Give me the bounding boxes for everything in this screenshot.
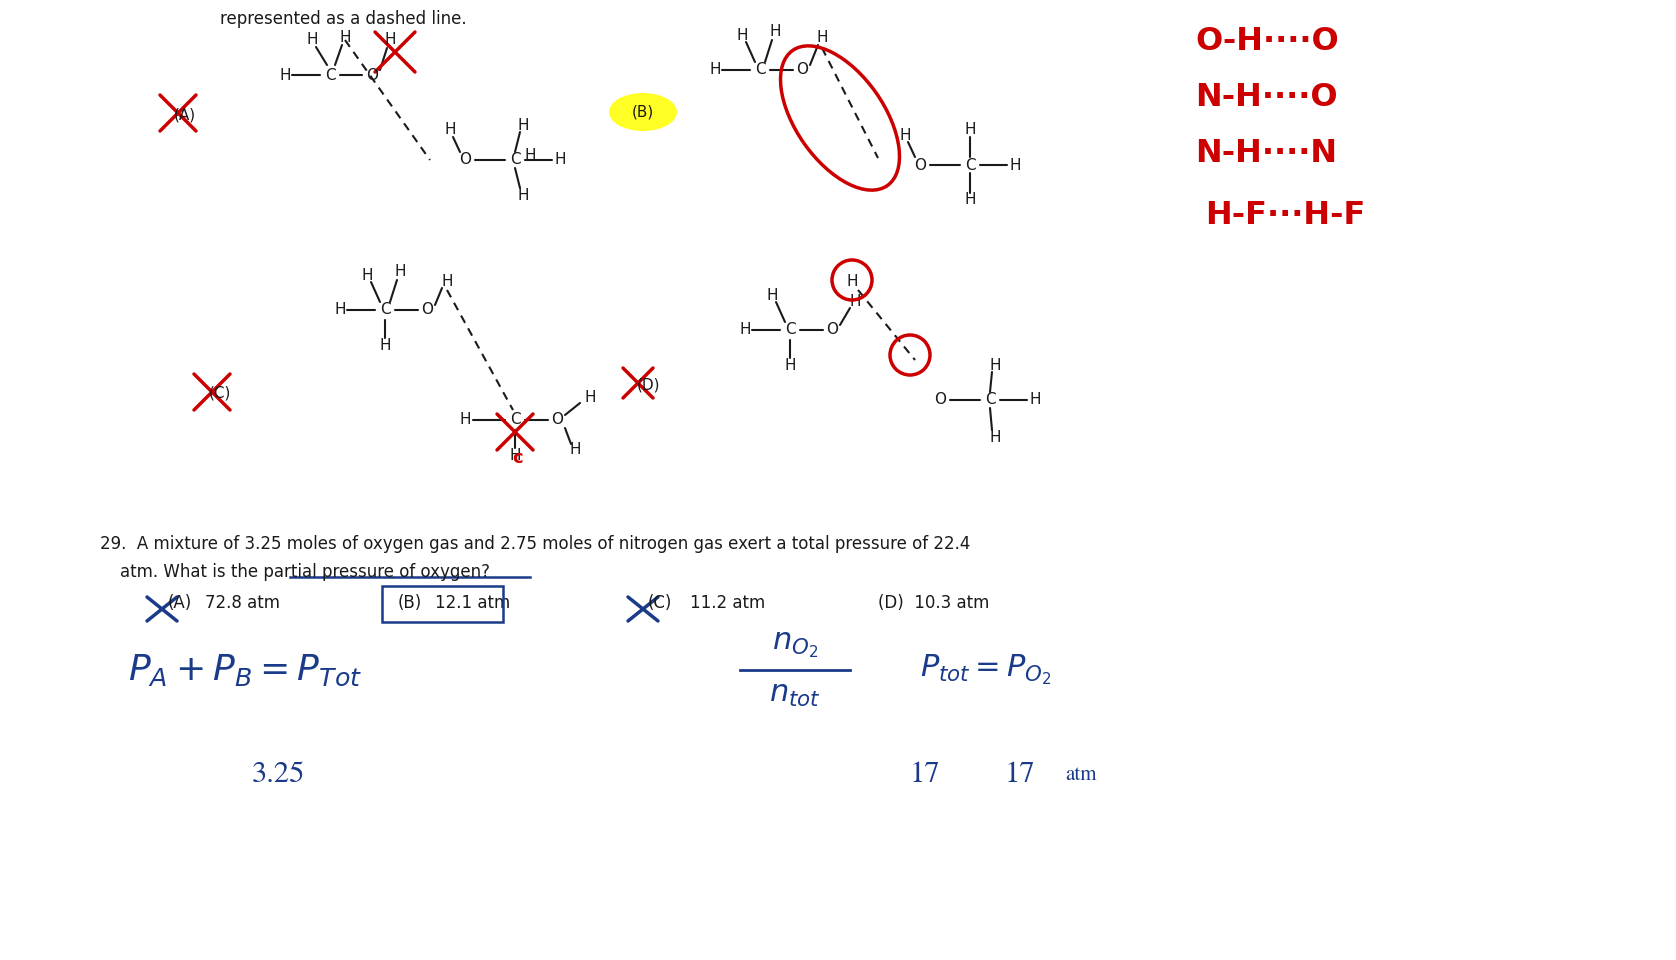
Text: 12.1 atm: 12.1 atm: [436, 594, 510, 612]
Text: H: H: [441, 275, 453, 290]
Text: H: H: [964, 123, 975, 137]
Text: H: H: [585, 391, 595, 405]
Text: H: H: [1009, 157, 1021, 173]
Text: (C): (C): [649, 594, 672, 612]
Text: atm. What is the partial pressure of oxygen?: atm. What is the partial pressure of oxy…: [121, 563, 489, 581]
Text: H: H: [339, 30, 350, 44]
Text: C: C: [965, 157, 975, 173]
Text: 3.25: 3.25: [251, 761, 305, 789]
Text: O: O: [826, 323, 838, 338]
Text: C: C: [985, 393, 996, 407]
Text: C: C: [510, 413, 520, 427]
Text: C: C: [754, 62, 766, 78]
Text: (A): (A): [168, 594, 193, 612]
Text: C: C: [380, 302, 391, 318]
Text: H: H: [989, 357, 1001, 372]
Text: $n_{tot}$: $n_{tot}$: [769, 681, 821, 708]
Text: 17: 17: [1006, 761, 1036, 789]
Text: H: H: [736, 28, 747, 42]
Text: H: H: [334, 302, 345, 318]
Text: H: H: [846, 275, 858, 290]
Text: C: C: [784, 323, 796, 338]
Text: C: C: [325, 67, 335, 83]
Text: H: H: [379, 338, 391, 352]
Text: H: H: [1029, 393, 1041, 407]
Text: O-H····O: O-H····O: [1195, 27, 1339, 58]
Text: O: O: [934, 393, 945, 407]
Text: H: H: [525, 148, 536, 162]
Text: H: H: [850, 295, 861, 309]
Text: 29.  A mixture of 3.25 moles of oxygen gas and 2.75 moles of nitrogen gas exert : 29. A mixture of 3.25 moles of oxygen ga…: [101, 535, 970, 553]
Text: 72.8 atm: 72.8 atm: [204, 594, 280, 612]
Text: (D): (D): [637, 377, 660, 393]
Text: H: H: [555, 153, 566, 167]
Text: O: O: [365, 67, 379, 83]
Text: (D)  10.3 atm: (D) 10.3 atm: [878, 594, 989, 612]
Text: O: O: [421, 302, 432, 318]
Text: N-H····O: N-H····O: [1195, 83, 1337, 113]
Text: H: H: [384, 33, 396, 47]
Text: H: H: [280, 67, 290, 83]
Ellipse shape: [608, 93, 677, 131]
Text: O: O: [551, 413, 563, 427]
Text: H: H: [518, 187, 528, 203]
Text: H: H: [518, 117, 528, 132]
Text: H: H: [394, 265, 406, 279]
Text: H: H: [444, 123, 456, 137]
Text: H: H: [362, 268, 372, 282]
Text: c: c: [513, 449, 523, 467]
Text: $P_A + P_B = P_{Tot}$: $P_A + P_B = P_{Tot}$: [127, 653, 362, 687]
Text: H: H: [739, 323, 751, 338]
Text: atm: atm: [1064, 765, 1096, 785]
Text: H: H: [784, 357, 796, 372]
Text: H: H: [769, 25, 781, 39]
Text: C: C: [510, 153, 520, 167]
Text: H: H: [459, 413, 471, 427]
Text: (A): (A): [174, 108, 196, 123]
Text: H: H: [510, 447, 521, 463]
Text: H-F···H-F: H-F···H-F: [1205, 200, 1366, 230]
Text: 17: 17: [910, 761, 940, 789]
Text: (B): (B): [632, 105, 654, 119]
Text: $n_{O_2}$: $n_{O_2}$: [773, 630, 818, 660]
Text: $P_{tot} = P_{O_2}$: $P_{tot} = P_{O_2}$: [920, 653, 1053, 687]
Text: (B): (B): [397, 594, 422, 612]
Text: N-H····N: N-H····N: [1195, 138, 1337, 170]
Text: H: H: [766, 287, 778, 302]
Text: 11.2 atm: 11.2 atm: [691, 594, 766, 612]
Text: O: O: [913, 157, 927, 173]
Text: H: H: [989, 430, 1001, 445]
Text: O: O: [459, 153, 471, 167]
Text: H: H: [964, 193, 975, 207]
Text: H: H: [900, 128, 910, 142]
Text: H: H: [570, 443, 582, 458]
Text: H: H: [816, 31, 828, 45]
Text: (C): (C): [210, 386, 231, 400]
Text: O: O: [796, 62, 808, 78]
Text: H: H: [307, 33, 318, 47]
Text: H: H: [709, 62, 721, 78]
Text: represented as a dashed line.: represented as a dashed line.: [220, 10, 466, 28]
